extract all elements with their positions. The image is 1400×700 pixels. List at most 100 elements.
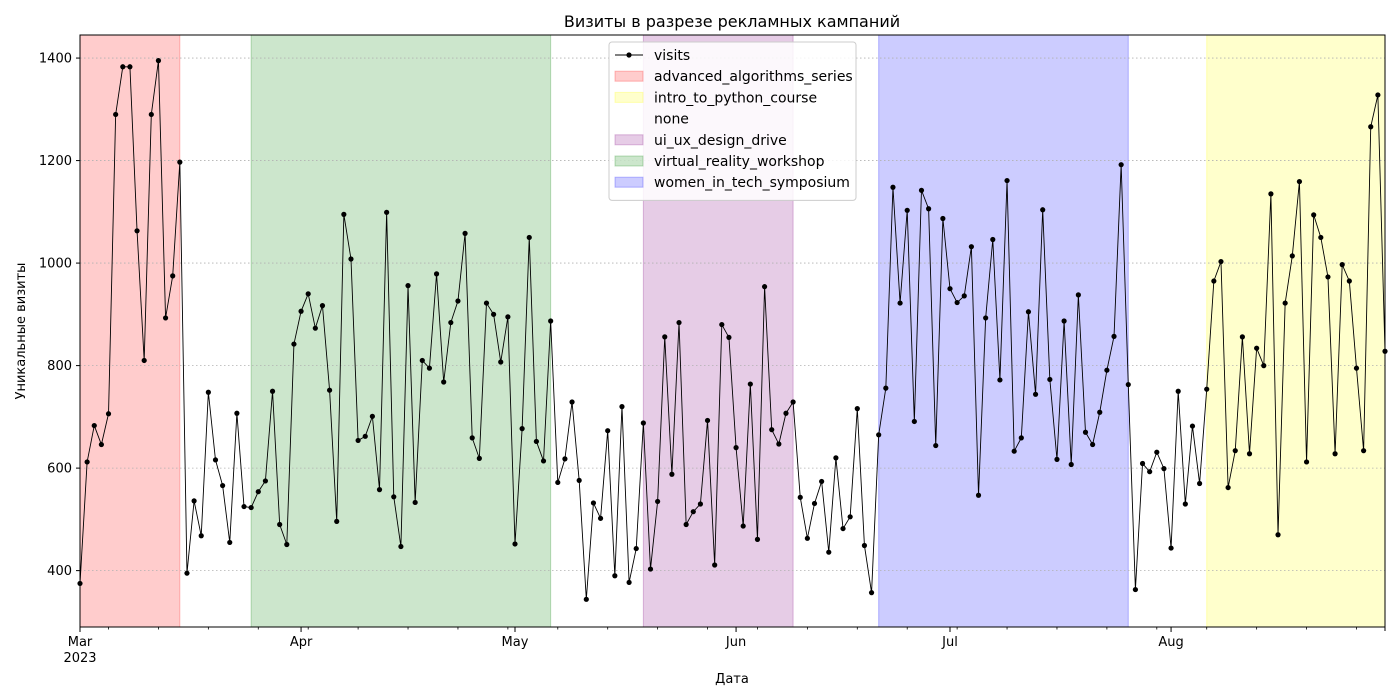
- data-point: [1332, 451, 1338, 457]
- data-point: [1011, 448, 1017, 454]
- data-point: [854, 406, 860, 412]
- legend-marker: [626, 52, 632, 58]
- data-point: [1154, 449, 1160, 455]
- data-point: [191, 498, 197, 504]
- data-point: [1075, 292, 1081, 298]
- data-point: [1182, 501, 1188, 507]
- legend-label: ui_ux_design_drive: [654, 133, 787, 149]
- data-point: [291, 341, 297, 347]
- x-tick-label: Aug: [1158, 635, 1183, 650]
- data-point: [369, 413, 375, 419]
- data-point: [811, 500, 818, 507]
- data-point: [740, 523, 746, 529]
- series-visits: [77, 58, 1388, 602]
- data-point: [1375, 92, 1381, 98]
- data-point: [790, 399, 796, 405]
- data-point: [1368, 124, 1374, 130]
- data-point: [220, 482, 226, 489]
- band-intro_to_python_course: [1206, 35, 1385, 627]
- data-point: [205, 389, 211, 395]
- data-point: [1261, 363, 1267, 369]
- data-point: [312, 325, 318, 331]
- data-point: [505, 314, 511, 320]
- data-point: [712, 562, 718, 568]
- legend-swatch-intro_to_python_course: [614, 91, 644, 103]
- data-point: [819, 478, 825, 485]
- data-point: [262, 478, 269, 484]
- data-point: [761, 284, 768, 290]
- data-point: [1225, 484, 1231, 491]
- data-point: [405, 283, 411, 289]
- data-point: [655, 498, 661, 505]
- legend-label: advanced_algorithms_series: [654, 69, 853, 85]
- data-point: [983, 315, 989, 321]
- data-point: [162, 315, 169, 321]
- data-point: [576, 477, 582, 484]
- x-tick-label: May: [502, 635, 529, 650]
- legend-box: [608, 41, 857, 201]
- data-point: [334, 518, 340, 525]
- band-virtual_reality_workshop: [251, 35, 551, 627]
- data-point: [398, 543, 404, 550]
- data-point: [198, 533, 204, 539]
- data-point: [569, 399, 575, 405]
- data-point: [419, 357, 425, 364]
- data-point: [933, 442, 939, 449]
- legend-swatch-advanced_algorithms_series: [614, 70, 644, 82]
- data-point: [455, 298, 461, 304]
- data-point: [883, 385, 889, 391]
- data-point: [284, 541, 290, 548]
- data-point: [241, 503, 247, 510]
- data-point: [776, 441, 782, 447]
- data-point: [376, 487, 383, 493]
- data-point: [1196, 480, 1203, 487]
- data-point: [177, 159, 183, 165]
- data-point: [1125, 381, 1131, 388]
- data-point: [911, 418, 917, 425]
- data-point: [833, 455, 839, 461]
- data-point: [1132, 586, 1139, 593]
- data-point: [519, 426, 525, 432]
- data-point: [669, 471, 675, 477]
- data-point: [341, 211, 347, 217]
- y-axis: 400 600 800 1000 1200 1400: [39, 52, 80, 579]
- data-point: [1047, 376, 1053, 383]
- data-point: [277, 521, 283, 528]
- data-point: [590, 500, 597, 506]
- data-point: [1318, 234, 1324, 241]
- data-point: [234, 410, 240, 416]
- data-point: [1004, 177, 1010, 184]
- data-point: [583, 596, 589, 602]
- data-point: [868, 590, 875, 596]
- data-point: [961, 293, 967, 299]
- data-point: [619, 404, 625, 410]
- data-point: [990, 236, 996, 243]
- data-point: [498, 359, 504, 365]
- data-point: [1325, 274, 1331, 280]
- data-point: [148, 111, 154, 118]
- data-point: [1168, 545, 1174, 551]
- data-point: [134, 228, 140, 234]
- series-line-visits: [79, 60, 1386, 600]
- chart-title: Визиты в разрезе рекламных кампаний: [564, 12, 900, 31]
- x-tick-label: Mar: [68, 635, 93, 650]
- data-point: [84, 459, 90, 465]
- data-point: [533, 438, 539, 445]
- data-point: [947, 286, 953, 292]
- y-tick-label: 800: [47, 359, 72, 374]
- data-point: [769, 427, 775, 433]
- y-tick-label: 1000: [39, 257, 72, 272]
- data-point: [1232, 448, 1238, 454]
- data-point: [412, 499, 418, 506]
- data-point: [783, 410, 789, 416]
- data-point: [662, 334, 668, 340]
- data-point: [269, 388, 276, 394]
- data-point: [1025, 309, 1032, 315]
- data-point: [719, 321, 725, 328]
- data-point: [733, 445, 739, 451]
- data-point: [441, 379, 447, 385]
- data-point: [1147, 469, 1153, 475]
- data-point: [861, 542, 868, 549]
- data-point: [1204, 386, 1210, 392]
- band-women_in_tech_symposium: [878, 35, 1129, 627]
